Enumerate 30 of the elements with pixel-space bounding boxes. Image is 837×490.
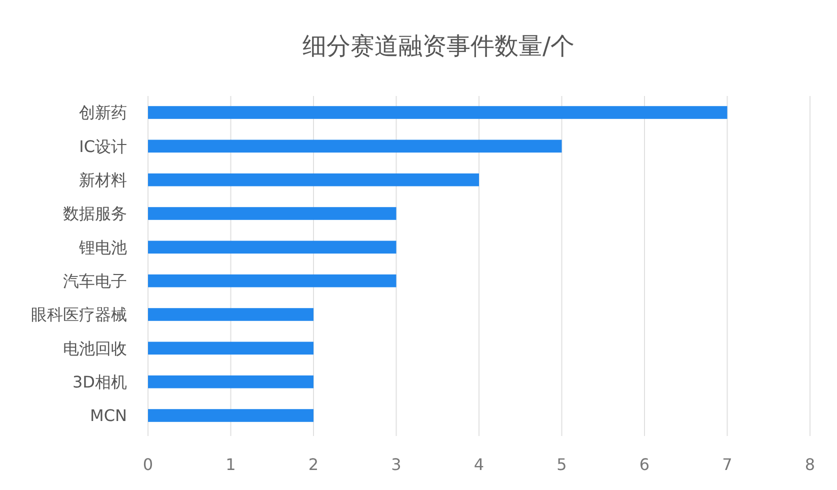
bar	[148, 140, 562, 153]
y-tick-label: 电池回收	[63, 338, 127, 358]
x-tick-label: 8	[804, 455, 816, 474]
y-tick-label: 锂电池	[78, 238, 127, 257]
bar	[148, 342, 314, 355]
x-tick-label: 6	[639, 455, 650, 474]
bar	[148, 375, 314, 388]
y-tick-label: MCN	[90, 406, 127, 426]
x-tick-label: 1	[226, 455, 236, 474]
x-tick-label: 0	[142, 455, 154, 474]
x-tick-label: 2	[308, 455, 319, 474]
x-tick-label: 7	[722, 455, 732, 474]
bar	[148, 409, 314, 422]
y-tick-label: 数据服务	[63, 204, 127, 224]
y-tick-label: 眼科医疗器械	[31, 305, 127, 324]
bar	[148, 207, 396, 220]
bar	[148, 173, 479, 186]
x-tick-label: 5	[556, 455, 567, 474]
bar	[148, 274, 396, 288]
y-tick-label: 3D相机	[72, 372, 127, 392]
x-tick-label: 3	[391, 455, 402, 474]
chart-title: 细分赛道融资事件数量/个	[302, 32, 575, 60]
y-tick-label: 汽车电子	[63, 271, 127, 290]
x-tick-label: 4	[474, 455, 484, 474]
y-tick-label: 新材料	[79, 170, 127, 190]
y-tick-label: 创新药	[79, 103, 127, 122]
y-tick-label: IC设计	[79, 136, 127, 156]
bar	[148, 106, 728, 119]
bar	[148, 240, 396, 254]
bar	[148, 308, 314, 321]
